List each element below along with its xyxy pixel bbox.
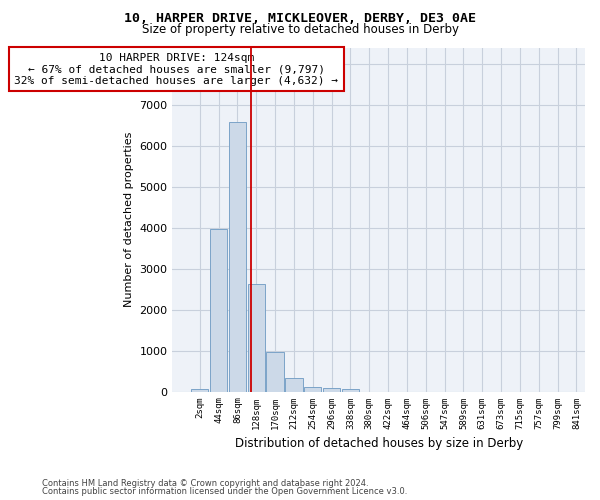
- Bar: [210, 228, 227, 392]
- Bar: [323, 388, 340, 392]
- Bar: [229, 122, 246, 392]
- Text: 10, HARPER DRIVE, MICKLEOVER, DERBY, DE3 0AE: 10, HARPER DRIVE, MICKLEOVER, DERBY, DE3…: [124, 12, 476, 26]
- Bar: [304, 387, 322, 392]
- Y-axis label: Number of detached properties: Number of detached properties: [124, 132, 134, 307]
- Text: 10 HARPER DRIVE: 124sqm
← 67% of detached houses are smaller (9,797)
32% of semi: 10 HARPER DRIVE: 124sqm ← 67% of detache…: [14, 52, 338, 86]
- Text: Size of property relative to detached houses in Derby: Size of property relative to detached ho…: [142, 22, 458, 36]
- Text: Contains HM Land Registry data © Crown copyright and database right 2024.: Contains HM Land Registry data © Crown c…: [42, 478, 368, 488]
- X-axis label: Distribution of detached houses by size in Derby: Distribution of detached houses by size …: [235, 437, 523, 450]
- Text: Contains public sector information licensed under the Open Government Licence v3: Contains public sector information licen…: [42, 487, 407, 496]
- Bar: [191, 388, 208, 392]
- Bar: [342, 389, 359, 392]
- Bar: [248, 284, 265, 392]
- Bar: [285, 378, 302, 392]
- Bar: [266, 352, 284, 392]
